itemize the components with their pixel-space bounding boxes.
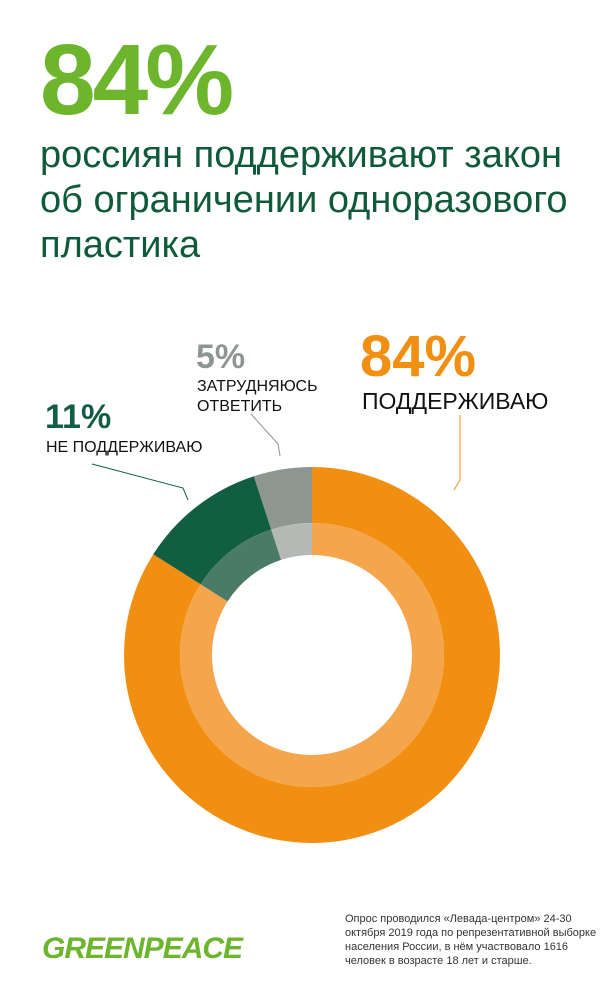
headline-percent: 84% (40, 24, 234, 136)
donut-inner-slice-1 (200, 529, 282, 602)
headline-text: россиян поддерживают закон об ограничени… (40, 134, 568, 266)
unsure-label: ЗАТРУДНЯЮСЬ ОТВЕТИТЬ (197, 378, 318, 415)
oppose-percent: 11% (45, 398, 112, 436)
leader-line-support (453, 415, 461, 491)
greenpeace-logo: GREENPEACE (42, 932, 243, 965)
oppose-label: НЕ ПОДДЕРЖИВАЮ (46, 439, 203, 456)
donut-slice-1 (153, 476, 272, 585)
donut-inner-slice-2 (271, 523, 312, 560)
support-label: ПОДДЕРЖИВАЮ (362, 388, 549, 414)
survey-note: Опрос проводился «Левада-центром» 24-30 … (345, 913, 597, 967)
support-percent: 84% (360, 324, 477, 389)
leader-line-unsure (250, 413, 281, 457)
unsure-percent: 5% (196, 338, 246, 376)
leader-line-oppose (91, 463, 189, 501)
donut-slice-0 (124, 467, 501, 843)
donut-slice-2 (253, 467, 312, 530)
